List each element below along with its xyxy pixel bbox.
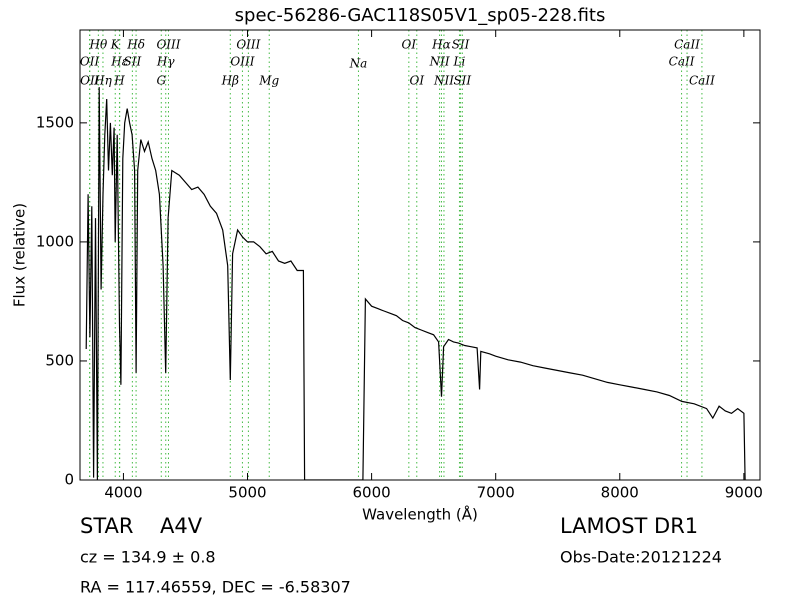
spectral-line-label: NII [433,74,454,88]
x-tick-label: 8000 [601,484,639,502]
spectral-line-label: SII [124,55,142,69]
obs-date: Obs-Date:20121224 [560,548,722,567]
spectrum-line [85,87,746,480]
spectral-line-label: Hθ [89,38,108,52]
spectral-line-label: OIII [236,38,260,52]
spectral-line-label: K [110,38,121,52]
spectral-line-label: Hα [431,38,451,52]
spectral-line-label: Hγ [156,55,175,69]
spectral-line-label: CaII [674,38,700,52]
spectral-line-label: Hβ [221,74,239,88]
y-tick-label: 0 [64,471,74,489]
x-tick-label: 5000 [228,484,266,502]
object-class: STAR [80,514,133,538]
spectral-line-label: Hδ [126,38,145,52]
chart-title: spec-56286-GAC118S05V1_sp05-228.fits [235,5,606,26]
y-tick-label: 500 [45,351,74,369]
spectral-line-label: OIII [230,55,254,69]
spectral-line-label: CaII [669,55,695,69]
x-tick-label: 7000 [477,484,515,502]
survey: LAMOST DR1 [560,514,698,538]
spectral-line-label: Li [453,55,466,69]
y-tick-label: 1500 [36,113,74,131]
redshift: cz = 134.9 ± 0.8 [80,548,216,567]
spectral-line-label: SII [453,74,471,88]
spectral-line-label: CaII [689,74,715,88]
spectral-line-label: Mg [258,74,279,88]
spectral-line-label: OIII [156,38,180,52]
y-tick-label: 1000 [36,232,74,250]
spectral-line-label: G [156,74,166,88]
spectral-line-label: NII [429,55,450,69]
object-subclass: A4V [160,514,203,538]
spectral-line-label: OI [402,38,417,52]
spectral-line-label: OI [409,74,424,88]
x-tick-label: 6000 [353,484,391,502]
plot-frame [79,29,761,481]
y-axis-label: Flux (relative) [11,203,29,307]
coordinates: RA = 117.46559, DEC = -6.58307 [80,578,351,597]
spectral-line-label: H [113,74,125,88]
x-tick-label: 4000 [104,484,142,502]
spectral-line-label: Na [349,57,368,71]
spectral-line-label: OII [80,74,100,88]
x-tick-label: 9000 [725,484,763,502]
spectral-line-label: SII [452,38,470,52]
spectral-line-label: Hη [93,74,112,88]
x-axis-label: Wavelength (Å) [362,505,478,524]
